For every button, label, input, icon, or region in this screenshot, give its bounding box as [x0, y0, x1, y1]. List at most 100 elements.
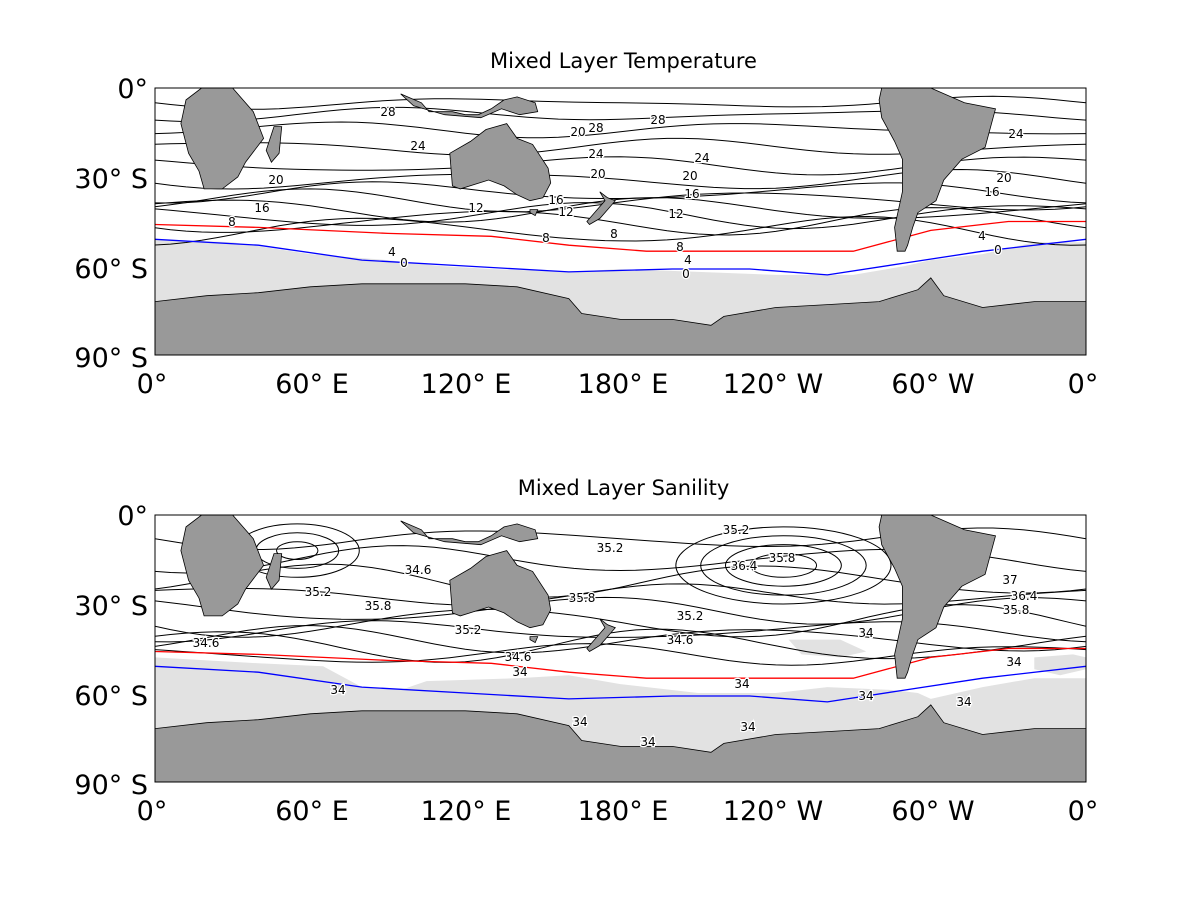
contour-label: 12	[668, 207, 683, 221]
contour-label: 34	[572, 715, 587, 729]
contour-label: 0	[682, 267, 690, 281]
contour-label: 8	[228, 215, 236, 229]
contour-label: 35.8	[569, 591, 596, 605]
contour-label: 20	[570, 125, 585, 139]
contour-label: 16	[684, 187, 699, 201]
contour-line	[749, 553, 818, 578]
contour-label: 34	[956, 695, 971, 709]
land-madagascar	[265, 553, 283, 590]
contour-label: 35.8	[769, 551, 796, 565]
y-tick-label: 0°	[117, 501, 148, 532]
x-tick-label: 120° E	[421, 369, 512, 400]
contour-label: 24	[694, 151, 709, 165]
contour-label: 12	[468, 201, 483, 215]
sea-ice-zone	[155, 239, 1086, 326]
land-australia	[449, 123, 552, 202]
land-indonesia	[400, 93, 539, 119]
x-tick-label: 60° E	[275, 796, 349, 827]
contour-label: 20	[590, 167, 605, 181]
x-tick-label: 60° W	[891, 796, 974, 827]
x-tick-label: 0°	[1068, 796, 1099, 827]
contour-label: 35.2	[723, 523, 750, 537]
land-africa	[180, 515, 265, 617]
x-tick-label: 60° E	[275, 369, 349, 400]
land-antarctica	[155, 704, 1086, 782]
sea-ice-zone	[155, 657, 1086, 753]
y-tick-label: 0°	[117, 74, 148, 105]
contour-line	[155, 624, 1086, 654]
map-frame	[154, 514, 1087, 783]
contour-label: 12	[558, 205, 573, 219]
land-africa	[180, 88, 265, 190]
contour-label: 24	[588, 147, 603, 161]
contour-line	[675, 526, 892, 605]
y-tick-label: 60° S	[74, 254, 148, 285]
x-tick-label: 0°	[137, 369, 168, 400]
contour-label: 4	[978, 229, 986, 243]
sea-ice-zone	[1034, 654, 1086, 676]
contour-label: 4	[388, 245, 396, 259]
land-madagascar	[265, 126, 283, 163]
contour-label: 35.2	[455, 623, 482, 637]
x-tick-label: 180° E	[578, 369, 669, 400]
blue-front-line	[155, 665, 1086, 703]
contour-label: 16	[984, 185, 999, 199]
contour-label: 34.6	[505, 650, 532, 664]
land-indonesia	[400, 520, 539, 546]
land-south-america	[878, 88, 996, 252]
contour-label: 35.2	[305, 585, 332, 599]
red-front-line	[155, 220, 1086, 252]
map-frame	[154, 87, 1087, 356]
contour-label: 34	[740, 720, 755, 734]
contour-label: 35.8	[1003, 603, 1030, 617]
contour-label: 4	[684, 253, 692, 267]
contour-label: 34	[858, 689, 873, 703]
land-new-zealand	[586, 618, 616, 653]
contour-label: 28	[650, 113, 665, 127]
contour-label: 34	[512, 665, 527, 679]
contour-label: 20	[268, 173, 283, 187]
contour-label: 16	[254, 201, 269, 215]
contour-label: 35.2	[597, 541, 624, 555]
panel-title: Mixed Layer Sanility	[518, 476, 730, 500]
contour-label: 35.8	[365, 599, 392, 613]
land-new-zealand	[586, 191, 616, 226]
land-tasmania	[529, 636, 539, 644]
contour-line	[155, 197, 1086, 223]
contour-label: 20	[682, 169, 697, 183]
contour-label: 24	[410, 139, 425, 153]
contour-label: 34	[330, 683, 345, 697]
y-tick-label: 30° S	[74, 164, 148, 195]
contour-label: 28	[588, 121, 603, 135]
x-tick-label: 180° E	[578, 796, 669, 827]
contour-label: 36.4	[731, 559, 758, 573]
contour-label: 35.2	[677, 609, 704, 623]
contour-label: 36.4	[1011, 589, 1038, 603]
y-tick-label: 90° S	[74, 343, 148, 374]
contour-label: 34.6	[405, 563, 432, 577]
contour-label: 37	[1002, 573, 1017, 587]
contour-line	[155, 202, 1086, 230]
contour-label: 0	[400, 256, 408, 270]
contour-label: 34	[1006, 655, 1021, 669]
contour-line	[700, 535, 867, 596]
contour-label: 34	[640, 735, 655, 749]
x-tick-label: 0°	[137, 796, 168, 827]
contour-label: 8	[542, 231, 550, 245]
land-antarctica	[155, 277, 1086, 355]
x-tick-label: 120° W	[723, 369, 823, 400]
map-panel-temperature: Mixed Layer Temperature 0° 30° S 60° S 90° S…	[74, 49, 1098, 400]
red-front-line	[155, 647, 1086, 679]
contour-label: 34	[734, 677, 749, 691]
contour-label: 34.6	[193, 636, 220, 650]
contour-label: 8	[676, 240, 684, 254]
y-tick-label: 30° S	[74, 591, 148, 622]
land-australia	[449, 550, 552, 629]
y-tick-label: 60° S	[74, 681, 148, 712]
contour-label: 20	[996, 171, 1011, 185]
panel-title: Mixed Layer Temperature	[490, 49, 757, 73]
contour-label: 0	[994, 243, 1002, 257]
contour-label: 34	[858, 626, 873, 640]
